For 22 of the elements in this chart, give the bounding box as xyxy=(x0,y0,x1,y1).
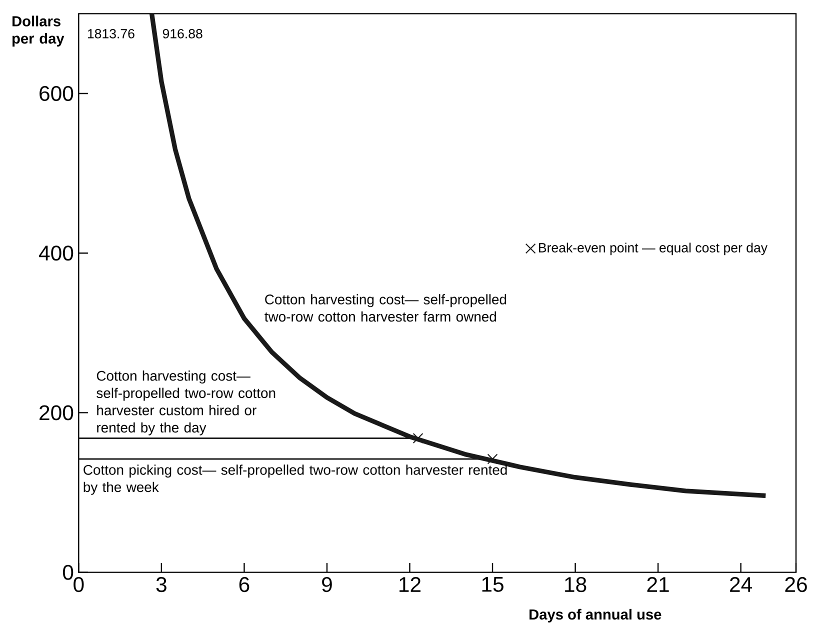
y-axis-title: Dollars per day xyxy=(12,16,64,47)
annotation: 1813.76 xyxy=(88,28,134,38)
x-tick-label: 21 xyxy=(647,577,669,592)
x-tick-label: 12 xyxy=(400,577,420,592)
series-label: Cotton picking cost— self-propelled two-row cotton harvester rented by the week xyxy=(84,464,507,495)
x-tick-label: 0 xyxy=(74,577,84,592)
y-tick-label: 600 xyxy=(40,86,74,101)
annotation: 916.88 xyxy=(162,28,202,38)
y-tick-label: 0 xyxy=(62,564,74,580)
x-tick-label: 24 xyxy=(730,577,752,592)
x-tick-label: 9 xyxy=(322,577,332,592)
y-tick-label: 400 xyxy=(38,246,74,261)
x-tick-label: 6 xyxy=(239,577,250,592)
legend-label: Break-even point — equal cost per day xyxy=(539,242,768,256)
x-tick-label: 15 xyxy=(482,577,504,592)
x-axis-title: Days of annual use xyxy=(530,608,662,623)
x-tick-label: 26 xyxy=(785,577,807,592)
x-tick-label: 3 xyxy=(156,577,166,592)
series-label: Cotton harvesting cost— self-propelled two-row cotton harvester custom hired or rented by the day xyxy=(96,370,276,436)
series-label: Cotton harvesting cost— self-propelled two-row cotton harvester farm owned xyxy=(264,294,506,322)
y-tick-label: 200 xyxy=(40,405,74,420)
x-tick-label: 18 xyxy=(565,577,586,592)
